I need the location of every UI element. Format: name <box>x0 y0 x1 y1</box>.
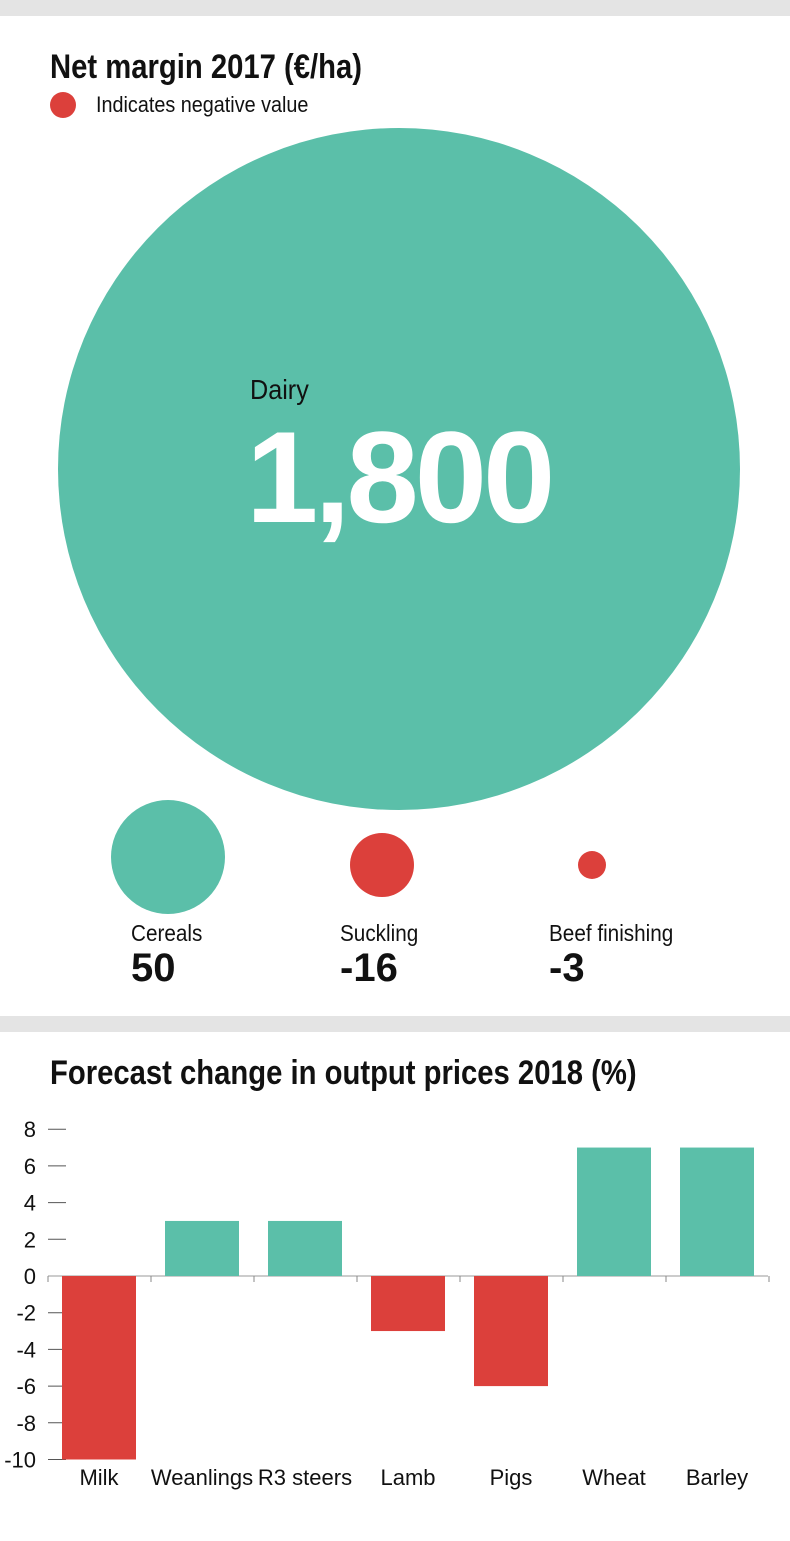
y-tick-label: -10 <box>4 1448 36 1473</box>
bar-lamb <box>371 1276 445 1332</box>
y-tick-label: -8 <box>16 1411 36 1436</box>
x-category-label: R3 steers <box>258 1465 352 1490</box>
y-tick-label: 4 <box>24 1191 36 1216</box>
suckling-bubble <box>350 833 414 897</box>
bar-r3-steers <box>268 1220 342 1276</box>
suckling-label: Suckling <box>340 920 419 946</box>
cereals-bubble <box>111 800 225 914</box>
legend: Indicates negative value <box>50 92 332 118</box>
bar-pigs <box>474 1276 548 1387</box>
dairy-bubble <box>58 128 740 810</box>
bar-weanlings <box>165 1220 239 1276</box>
dairy-label: Dairy <box>250 374 309 405</box>
y-tick-label: 6 <box>24 1154 36 1179</box>
negative-legend-dot <box>50 92 76 118</box>
beef-finishing-label: Beef finishing <box>549 920 674 946</box>
x-category-label: Wheat <box>582 1465 646 1490</box>
x-category-label: Milk <box>79 1465 119 1490</box>
bar-barley <box>680 1147 754 1276</box>
y-tick-label: 2 <box>24 1227 36 1252</box>
x-category-label: Pigs <box>490 1465 533 1490</box>
beef-finishing-bubble <box>578 851 606 879</box>
y-tick-label: 8 <box>24 1117 36 1142</box>
cereals-label: Cereals <box>131 920 203 946</box>
dairy-value: 1,800 <box>246 404 555 550</box>
bar-milk <box>62 1276 136 1460</box>
x-category-label: Barley <box>686 1465 748 1490</box>
bar-chart-title: Forecast change in output prices 2018 (%… <box>50 1054 637 1092</box>
section-divider <box>0 1016 790 1032</box>
beef-finishing-value: -3 <box>549 946 585 990</box>
legend-label: Indicates negative value <box>96 92 309 117</box>
y-tick-label: -6 <box>16 1374 36 1399</box>
x-category-label: Lamb <box>380 1465 435 1490</box>
cereals-value: 50 <box>131 946 176 990</box>
top-divider <box>0 0 790 16</box>
bar-wheat <box>577 1147 651 1276</box>
y-tick-label: 0 <box>24 1264 36 1289</box>
suckling-value: -16 <box>340 946 398 990</box>
x-category-label: Weanlings <box>151 1465 253 1490</box>
y-tick-label: -2 <box>16 1301 36 1326</box>
y-tick-label: -4 <box>16 1337 36 1362</box>
bubble-chart-title: Net margin 2017 (€/ha) <box>50 48 363 86</box>
